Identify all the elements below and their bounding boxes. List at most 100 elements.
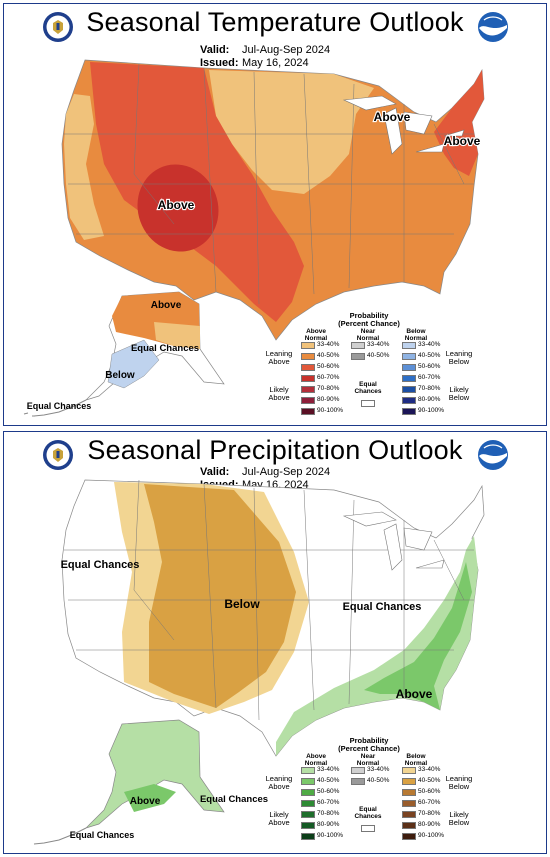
legend-col-near: Near Normal: [356, 753, 380, 767]
alaska-south-below: [107, 339, 160, 389]
legend-near-range-label: 33-40%: [367, 341, 390, 348]
temperature-issued: Issued: May 16, 2024: [200, 57, 309, 69]
legend-below-swatch: [402, 767, 416, 774]
doc-seal-icon: [43, 440, 73, 470]
legend-below-range-label: 50-60%: [418, 363, 441, 370]
noaa-logo-icon: [478, 12, 508, 42]
legend-col-below: Below Normal: [404, 328, 428, 342]
northern-plains-leaning: [209, 70, 374, 194]
legend-above-range-label: 70-80%: [317, 385, 340, 392]
legend-above-swatch: [301, 364, 315, 371]
legend-below-swatch: [402, 822, 416, 829]
temperature-map: Above Above Above Above Below Equal Chan…: [23, 59, 485, 417]
precipitation-title: Seasonal Precipitation Outlook: [87, 435, 463, 465]
legend-above-swatch: [301, 800, 315, 807]
state-lines: [64, 479, 474, 721]
great-lakes: [342, 511, 445, 571]
label-alaska-below: Below: [105, 370, 135, 381]
legend-below-swatch: [402, 353, 416, 360]
legend-below-swatch: [402, 375, 416, 382]
east-above-core: [364, 562, 472, 710]
legend-above-swatch: [301, 353, 315, 360]
label-center-below: Below: [224, 597, 260, 611]
legend-below-range-label: 70-80%: [418, 385, 441, 392]
legend-below-swatch: [402, 397, 416, 404]
legend-near-range-label: 40-50%: [367, 777, 390, 784]
legend-below-range-label: 80-90%: [418, 821, 441, 828]
legend-below-swatch: [402, 789, 416, 796]
precipitation-valid: Valid: Jul-Aug-Sep 2024: [200, 466, 331, 478]
legend-above-range-label: 40-50%: [317, 352, 340, 359]
legend-leaning-above: Leaning Above: [265, 774, 293, 791]
legend-near-swatch: [351, 767, 365, 774]
legend-title: Probability: [349, 736, 389, 745]
legend-leaning-above: Leaning Above: [265, 349, 293, 366]
legend-below-swatch: [402, 833, 416, 840]
legend-above-swatch: [301, 397, 315, 404]
state-lines: [64, 63, 474, 305]
legend-above-swatch: [301, 811, 315, 818]
legend-below-swatch: [402, 408, 416, 415]
alaska-south-above: [124, 784, 176, 812]
label-west-equal: Equal Chances: [61, 559, 140, 571]
temperature-valid: Valid: Jul-Aug-Sep 2024: [200, 44, 331, 56]
legend-equal-chances: Equal Chances: [354, 806, 382, 820]
precipitation-map: Equal Chances Below Equal Chances Above …: [33, 479, 485, 845]
hawaii: [23, 412, 35, 417]
label-aleutian-equal: Equal Chances: [70, 830, 135, 840]
label-southwest-above: Above: [158, 198, 195, 212]
noaa-logo-icon: [478, 440, 508, 470]
legend-likely-below: Likely Below: [448, 810, 470, 827]
legend-leaning-below: Leaning Below: [445, 774, 473, 791]
legend-below-range-label: 40-50%: [418, 777, 441, 784]
legend-above-swatch: [301, 833, 315, 840]
legend-equal-swatch: [361, 400, 375, 407]
label-alaska-equal: Equal Chances: [131, 343, 199, 354]
legend-above-range-label: 90-100%: [317, 832, 344, 839]
legend-above-range-label: 33-40%: [317, 341, 340, 348]
label-great-lakes-above: Above: [374, 110, 411, 124]
legend-leaning-below: Leaning Below: [445, 349, 473, 366]
legend-above-range-label: 80-90%: [317, 396, 340, 403]
legend-near-swatch: [351, 342, 365, 349]
legend-near-range-label: 33-40%: [367, 766, 390, 773]
legend-above-range-label: 50-60%: [317, 788, 340, 795]
west-below-core: [144, 484, 296, 708]
legend-below-swatch: [402, 811, 416, 818]
doc-seal-icon: [43, 12, 73, 42]
legend-below-range-label: 60-70%: [418, 374, 441, 381]
legend-col-below: Below Normal: [404, 753, 428, 767]
legend-above-swatch: [301, 778, 315, 785]
alaska-north-leaning: [154, 322, 200, 349]
label-aleutian-equal: Equal Chances: [27, 401, 92, 411]
legend-below-swatch: [402, 364, 416, 371]
legend-likely-below: Likely Below: [448, 385, 470, 402]
legend-below-range-label: 33-40%: [418, 341, 441, 348]
precipitation-legend: Probability (Percent Chance) Above Norma…: [259, 737, 479, 849]
legend-equal-swatch: [361, 825, 375, 832]
legend-below-range-label: 80-90%: [418, 396, 441, 403]
temperature-outlook-panel: Seasonal Temperature Outlook Valid: Jul-A…: [3, 3, 547, 426]
legend-above-range-label: 80-90%: [317, 821, 340, 828]
legend-above-range-label: 33-40%: [317, 766, 340, 773]
legend-above-range-label: 70-80%: [317, 810, 340, 817]
southwest-core: [137, 164, 219, 252]
legend-equal-chances: Equal Chances: [354, 381, 382, 395]
legend-above-swatch: [301, 408, 315, 415]
legend-below-swatch: [402, 778, 416, 785]
legend-below-range-label: 50-60%: [418, 788, 441, 795]
legend-below-swatch: [402, 386, 416, 393]
legend-above-range-label: 50-60%: [317, 363, 340, 370]
label-southeast-above: Above: [396, 687, 433, 701]
aleutians: [33, 827, 87, 845]
legend-below-range-label: 70-80%: [418, 810, 441, 817]
legend-title: Probability: [349, 311, 389, 320]
legend-above-range-label: 60-70%: [317, 374, 340, 381]
legend-above-range-label: 90-100%: [317, 407, 344, 414]
legend-below-range-label: 90-100%: [418, 832, 445, 839]
legend-col-above: Above Normal: [304, 753, 328, 767]
legend-likely-above: Likely Above: [268, 385, 290, 402]
legend-above-swatch: [301, 386, 315, 393]
pacific-coast-leaning: [64, 94, 104, 240]
precipitation-outlook-panel: Seasonal Precipitation Outlook Valid: Jul…: [3, 431, 547, 854]
